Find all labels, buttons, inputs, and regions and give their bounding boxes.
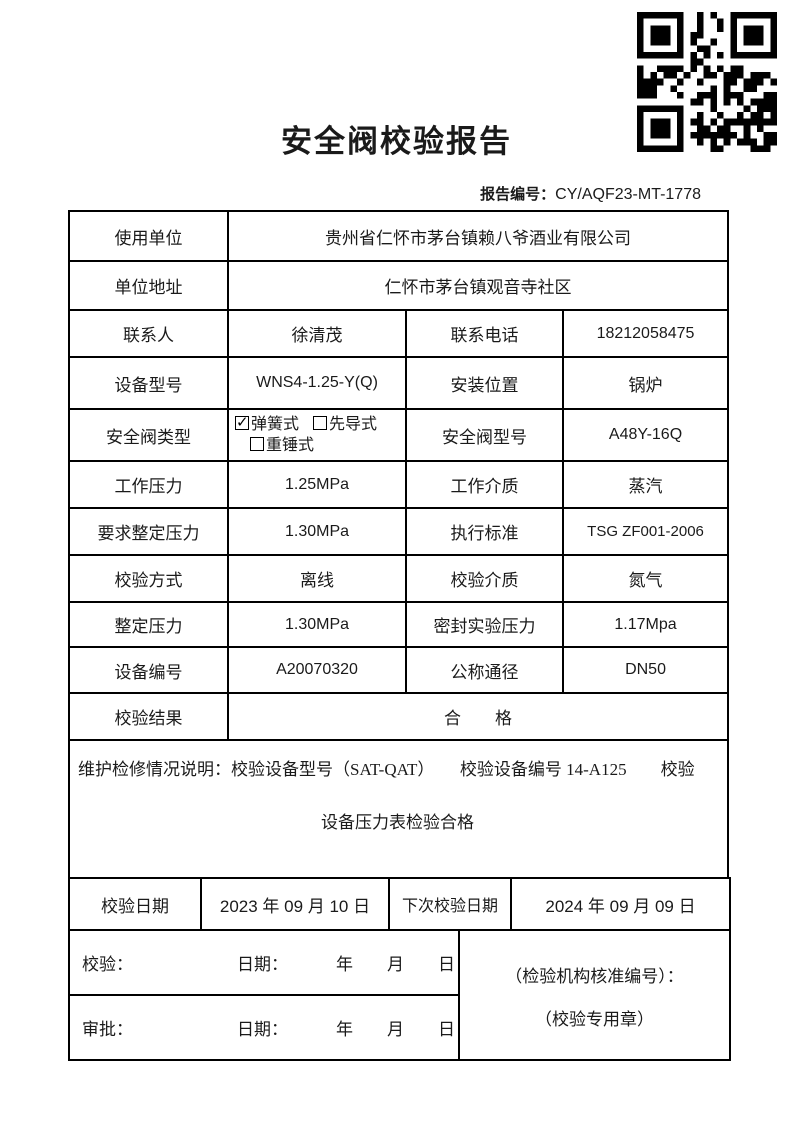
qr-code-icon <box>636 12 778 160</box>
report-number: 报告编号：CY/AQF23-MT-1778 <box>68 183 727 204</box>
table-row: 校验结果 合 格 <box>68 692 730 741</box>
valve-model-label: 安全阀型号 <box>405 408 564 462</box>
table-row: 审批： 日期： 年 月 日 <box>68 994 730 1061</box>
result-label: 校验结果 <box>68 692 229 741</box>
cal-medium-label: 校验介质 <box>405 554 564 603</box>
valve-option-pilot: ✓先导式 <box>313 416 377 433</box>
remark-line1: 维护检修情况说明：校验设备型号（SAT-QAT） 校验设备编号 14-A125 … <box>78 760 695 779</box>
seal-pressure-label: 密封实验压力 <box>405 601 564 648</box>
table-row: 单位地址 仁怀市茅台镇观音寺社区 <box>68 260 730 311</box>
table-row: 使用单位 贵州省仁怀市茅台镇赖八爷酒业有限公司 <box>68 210 730 262</box>
method-label: 校验方式 <box>68 554 229 603</box>
table-row: 设备编号 A20070320 公称通径 DN50 <box>68 646 730 694</box>
approver-date-label: 日期： <box>237 1020 288 1039</box>
table-row: 校验日期 2023 年 09 月 10 日 下次校验日期 2024 年 09 月… <box>68 877 731 931</box>
calibrator-sign-cell: 校验： 日期： 年 月 日 <box>68 929 460 996</box>
contact-value: 徐清茂 <box>227 309 407 358</box>
req-pressure-value: 1.30MPa <box>227 507 407 556</box>
calibrator-ymd: 年 月 日 <box>336 955 455 974</box>
table-row: 联系人 徐清茂 联系电话 18212058475 <box>68 309 730 358</box>
valve-type-label: 安全阀类型 <box>68 408 229 462</box>
cal-date-label: 校验日期 <box>68 877 202 931</box>
valve-option-pilot-label: 先导式 <box>329 416 378 433</box>
table-row: 校验方式 离线 校验介质 氮气 <box>68 554 730 603</box>
table-row: 校验： 日期： 年 月 日 （检验机构核准编号）： （校验专用章） <box>68 929 731 1061</box>
org-code-label: （检验机构核准编号）： <box>505 967 684 986</box>
device-model-label: 设备型号 <box>68 356 229 410</box>
calibrator-label: 校验： <box>82 955 133 974</box>
approver-sign-cell: 审批： 日期： 年 月 日 <box>68 994 460 1061</box>
info-table: 使用单位 贵州省仁怀市茅台镇赖八爷酒业有限公司 单位地址 仁怀市茅台镇观音寺社区… <box>67 210 730 879</box>
work-pressure-value: 1.25MPa <box>227 460 407 509</box>
use-unit-label: 使用单位 <box>68 210 229 262</box>
work-pressure-label: 工作压力 <box>68 460 229 509</box>
work-medium-label: 工作介质 <box>405 460 564 509</box>
checkbox-checked-icon[interactable]: ✓ <box>235 413 249 431</box>
cal-date-value: 2023 年 09 月 10 日 <box>200 877 390 931</box>
valve-option-spring-label: 弹簧式 <box>251 416 300 433</box>
report-number-value: CY/AQF23-MT-1778 <box>555 186 701 203</box>
address-label: 单位地址 <box>68 260 229 311</box>
page-title: 安全阀校验报告 <box>281 124 512 159</box>
device-no-value: A20070320 <box>227 646 407 694</box>
table-row: 维护检修情况说明：校验设备型号（SAT-QAT） 校验设备编号 14-A125 … <box>67 739 730 879</box>
valve-option-weight-label: 重锤式 <box>266 437 315 454</box>
contact-label: 联系人 <box>68 309 229 358</box>
valve-type-options: ✓弹簧式 ✓先导式 ✓重锤式 <box>227 408 407 462</box>
device-model-value: WNS4-1.25-Y(Q) <box>227 356 407 410</box>
address-value: 仁怀市茅台镇观音寺社区 <box>226 260 730 311</box>
checkbox-unchecked-icon[interactable]: ✓ <box>313 416 328 430</box>
table-row: 安全阀类型 ✓弹簧式 ✓先导式 ✓重锤式 安全阀型号 A48Y-16Q <box>68 408 730 462</box>
work-medium-value: 蒸汽 <box>561 460 730 509</box>
approver-ymd: 年 月 日 <box>336 1020 455 1039</box>
table-row: 设备型号 WNS4-1.25-Y(Q) 安装位置 锅炉 <box>68 356 730 410</box>
device-no-label: 设备编号 <box>68 646 229 694</box>
set-pressure-value: 1.30MPa <box>227 601 407 648</box>
date-table: 校验日期 2023 年 09 月 10 日 下次校验日期 2024 年 09 月… <box>68 877 731 931</box>
signature-table: 校验： 日期： 年 月 日 （检验机构核准编号）： （校验专用章） 审批： 日期… <box>68 929 731 1061</box>
remark-line2: 设备压力表检验合格 <box>321 813 475 832</box>
table-row: 工作压力 1.25MPa 工作介质 蒸汽 <box>68 460 730 509</box>
next-date-label: 下次校验日期 <box>388 877 512 931</box>
install-pos-value: 锅炉 <box>561 356 730 410</box>
req-pressure-label: 要求整定压力 <box>68 507 229 556</box>
result-value: 合 格 <box>226 692 730 741</box>
seal-pressure-value: 1.17Mpa <box>561 601 730 648</box>
phone-value: 18212058475 <box>561 309 730 358</box>
diameter-label: 公称通径 <box>405 646 564 694</box>
valve-option-weight: ✓重锤式 <box>250 437 314 454</box>
remark-cell: 维护检修情况说明：校验设备型号（SAT-QAT） 校验设备编号 14-A125 … <box>67 739 730 879</box>
next-date-value: 2024 年 09 月 09 日 <box>510 877 731 931</box>
checkbox-unchecked-icon[interactable]: ✓ <box>250 437 264 451</box>
phone-label: 联系电话 <box>405 309 564 358</box>
diameter-value: DN50 <box>561 646 730 694</box>
stamp-cell: （检验机构核准编号）： （校验专用章） <box>458 929 731 1061</box>
valve-model-value: A48Y-16Q <box>561 408 730 462</box>
install-pos-label: 安装位置 <box>405 356 564 410</box>
table-row: 整定压力 1.30MPa 密封实验压力 1.17Mpa <box>68 601 730 648</box>
report-number-label: 报告编号： <box>480 187 556 203</box>
use-unit-value: 贵州省仁怀市茅台镇赖八爷酒业有限公司 <box>226 210 730 262</box>
standard-label: 执行标准 <box>405 507 564 556</box>
method-value: 离线 <box>227 554 407 603</box>
stamp-label: （校验专用章） <box>535 1010 654 1029</box>
approver-label: 审批： <box>82 1020 133 1039</box>
set-pressure-label: 整定压力 <box>68 601 229 648</box>
valve-option-spring: ✓ 弹簧式 <box>235 413 300 433</box>
standard-value: TSG ZF001-2006 <box>561 507 730 556</box>
table-row: 要求整定压力 1.30MPa 执行标准 TSG ZF001-2006 <box>68 507 730 556</box>
calibrator-date-label: 日期： <box>237 955 288 974</box>
cal-medium-value: 氮气 <box>561 554 730 603</box>
